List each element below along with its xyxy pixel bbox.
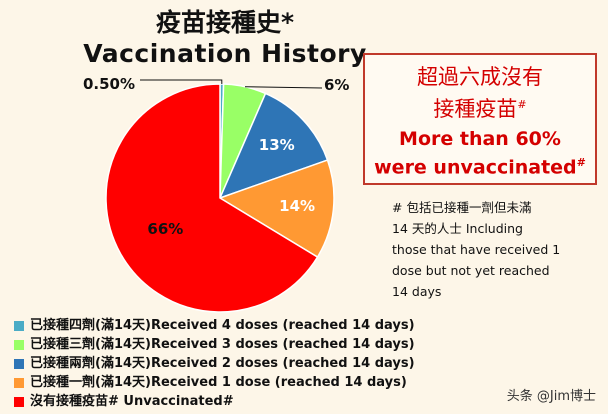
watermark: 头条 @Jim博士 (506, 389, 596, 404)
legend-label: 已接種三劑(滿14天)Received 3 doses (reached 14 … (30, 337, 415, 352)
callout-zh-line2: 接種疫苗 (433, 97, 518, 121)
label-unvaccinated: 66% (147, 220, 183, 238)
callout-en-mark: # (576, 156, 586, 169)
callout-en-line1: More than 60% (399, 128, 561, 150)
title-chinese: 疫苗接種史* (155, 8, 295, 37)
label-three-doses: 6% (324, 76, 349, 94)
legend-swatch (14, 358, 24, 369)
legend-label: 已接種四劑(滿14天)Received 4 doses (reached 14 … (30, 318, 415, 333)
footnote: # 包括已接種一劑但未滿 14 天的人士 Including those tha… (392, 197, 592, 302)
legend-swatch (14, 320, 24, 331)
footnote-line5: 14 days (392, 284, 442, 299)
leader-line-three-doses (244, 86, 323, 89)
legend-item-unvaccinated: 沒有接種疫苗# Unvaccinated# (14, 392, 415, 411)
legend-item-three-doses: 已接種三劑(滿14天)Received 3 doses (reached 14 … (14, 335, 415, 354)
legend-label: 已接種一劑(滿14天)Received 1 dose (reached 14 d… (30, 375, 407, 390)
footnote-line3: those that have received 1 (392, 242, 561, 257)
legend-item-one-dose: 已接種一劑(滿14天)Received 1 dose (reached 14 d… (14, 373, 415, 392)
legend-label: 沒有接種疫苗# Unvaccinated# (30, 394, 234, 409)
chart-title: 疫苗接種史* Vaccination History (80, 8, 370, 70)
label-four-doses: 0.50% (83, 75, 135, 93)
legend-item-two-doses: 已接種兩劑(滿14天)Received 2 doses (reached 14 … (14, 354, 415, 373)
leader-line-four-doses (139, 79, 223, 85)
callout-english: More than 60% were unvaccinated# (365, 127, 595, 179)
footnote-line4: dose but not yet reached (392, 263, 550, 278)
callout-chinese: 超過六成沒有 接種疫苗# (365, 63, 595, 123)
legend-swatch (14, 377, 24, 388)
callout-zh-line1: 超過六成沒有 (417, 65, 543, 89)
legend-swatch (14, 339, 24, 350)
slice-unvaccinated (105, 83, 319, 313)
unvaccinated-callout-box: 超過六成沒有 接種疫苗# More than 60% were unvaccin… (363, 53, 597, 185)
legend-item-four-doses: 已接種四劑(滿14天)Received 4 doses (reached 14 … (14, 316, 415, 335)
label-two-doses: 13% (259, 136, 295, 154)
footnote-line2: 14 天的人士 Including (392, 221, 523, 236)
slice-two-doses (218, 92, 329, 200)
footnote-line1: # 包括已接種一劑但未滿 (392, 200, 532, 215)
label-one-dose: 14% (279, 197, 315, 215)
callout-zh-mark: # (517, 98, 527, 111)
chart-legend: 已接種四劑(滿14天)Received 4 doses (reached 14 … (14, 316, 415, 411)
slice-one-dose (218, 159, 335, 259)
legend-swatch (14, 396, 24, 407)
title-english: Vaccination History (83, 39, 367, 68)
callout-en-line2: were unvaccinated (374, 156, 577, 179)
legend-label: 已接種兩劑(滿14天)Received 2 doses (reached 14 … (30, 356, 415, 371)
